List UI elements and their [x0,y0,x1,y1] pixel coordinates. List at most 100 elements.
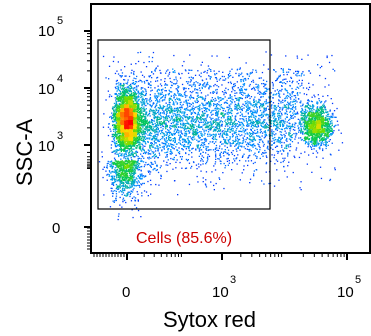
event-dot [246,123,248,125]
event-dot [203,115,205,117]
event-dot [289,125,291,127]
event-dot [290,136,292,138]
event-dot [130,175,132,177]
event-dot [320,102,322,104]
event-dot [177,152,180,154]
event-dot [137,85,139,87]
event-dot [168,103,170,105]
event-dot [117,141,120,143]
event-dot [234,160,236,162]
event-dot [228,139,231,141]
event-dot [134,93,136,95]
event-dot [261,93,263,95]
event-dot [117,186,119,188]
event-dot [224,89,226,92]
event-dot [128,148,130,150]
event-dot [335,124,337,126]
event-dot [280,138,282,140]
event-dot [240,124,242,126]
event-dot [119,183,121,185]
event-dot [286,124,288,126]
event-dot [332,114,334,116]
event-dot [207,121,209,123]
event-dot [140,146,142,148]
event-dot [320,138,322,141]
event-dot [298,129,300,131]
event-dot [315,116,317,119]
event-dot [256,126,258,128]
event-dot [156,136,158,138]
event-dot [167,129,169,131]
event-dot [199,149,201,151]
event-dot [116,171,118,174]
event-dot [195,81,197,83]
event-dot [168,121,170,123]
event-dot [268,96,270,98]
event-dot [238,143,240,145]
event-dot [203,98,205,100]
event-dot [156,126,159,129]
event-dot [176,116,178,118]
event-dot [279,142,281,144]
event-dot [293,98,295,101]
event-dot [273,141,276,143]
event-dot [164,144,167,146]
event-dot [294,124,296,126]
event-dot [295,134,297,136]
event-dot [149,104,151,107]
event-dot [262,141,264,144]
event-dot [136,140,138,142]
event-dot [219,130,221,132]
event-dot [120,149,122,151]
event-dot [330,134,332,136]
event-dot [235,123,237,125]
event-dot [206,123,209,125]
event-dot [162,136,164,138]
event-dot [223,132,225,134]
event-dot [208,102,210,104]
event-dot [196,92,198,94]
event-dot [253,154,255,156]
event-dot [230,110,232,112]
event-dot [143,61,145,64]
event-dot [306,131,308,133]
event-dot [226,158,228,160]
event-dot [153,113,155,115]
event-dot [257,84,259,86]
event-dot [234,120,236,122]
event-dot [167,109,170,112]
event-dot [300,111,302,113]
event-dot [264,152,266,154]
event-dot [272,120,274,122]
event-dot [149,110,151,112]
event-dot [149,103,151,106]
event-dot [229,70,231,72]
event-dot [243,135,246,137]
event-dot [326,131,328,133]
event-dot [182,138,184,140]
event-dot [115,80,118,82]
event-dot [205,161,208,163]
event-dot [273,110,275,112]
event-dot [236,150,238,152]
event-dot [147,141,149,143]
event-dot [300,128,303,130]
event-dot [254,145,256,147]
event-dot [197,100,199,102]
event-dot [283,133,285,136]
event-dot [276,124,278,126]
event-dot [114,133,117,135]
event-dot [112,108,114,110]
event-dot [279,137,281,139]
event-dot [297,118,299,120]
event-dot [172,147,174,149]
event-dot [130,155,132,157]
event-dot [214,169,217,171]
event-dot [235,148,237,150]
event-dot [133,83,136,85]
event-dot [129,144,131,146]
event-dot [175,109,177,111]
event-dot [178,115,180,117]
event-dot [314,144,316,147]
event-dot [134,180,136,183]
